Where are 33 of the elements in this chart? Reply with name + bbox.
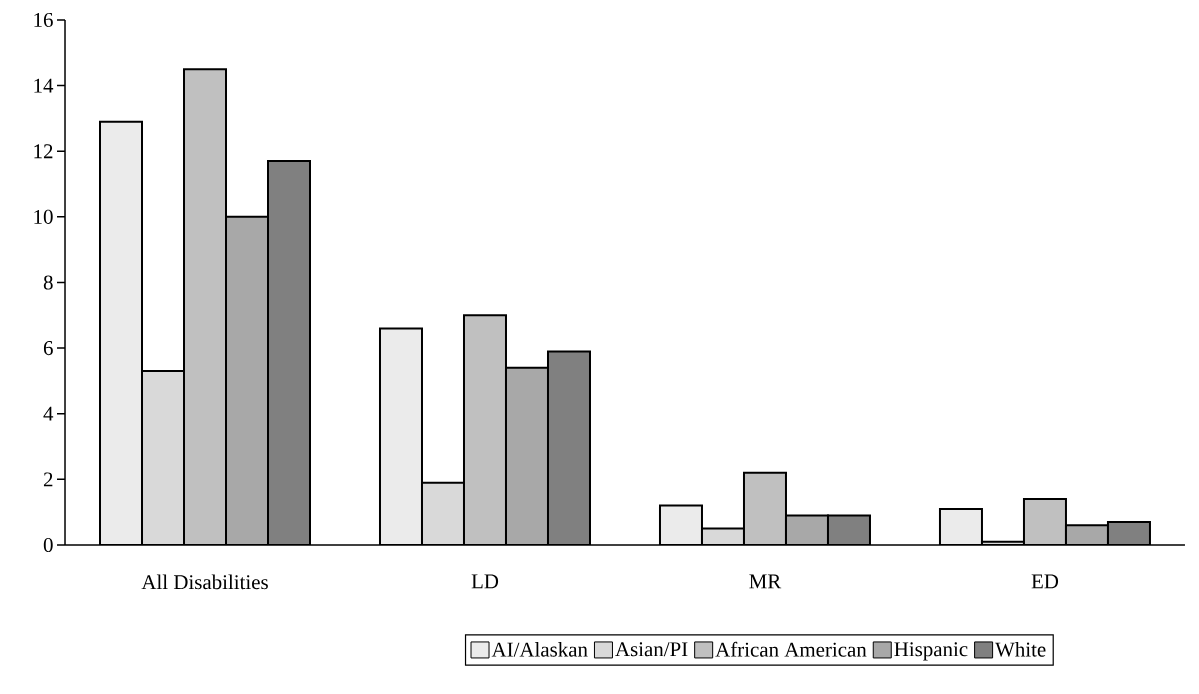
bar [141,370,185,545]
x-tick-label: LD [471,574,499,589]
y-tick-label: 12 [34,144,53,159]
x-tick-label: MR [749,574,782,589]
bar [742,471,787,545]
legend-label: White [995,641,1046,657]
y-tick-label: 10 [34,209,53,224]
bar [183,68,227,545]
bar [1022,498,1067,545]
bar [826,514,871,545]
legend-label: African American [715,641,867,657]
y-tick-label: 14 [34,78,54,93]
bar [420,481,465,545]
x-tick-label: ED [1031,574,1059,589]
x-tick-label: All Disabilities [141,574,268,590]
y-tick-label: 2 [43,472,53,487]
bar [938,507,983,545]
bar [225,215,269,545]
y-tick-label: 6 [43,341,53,356]
bar [546,350,591,545]
legend-label: Hispanic [894,642,968,661]
y-tick-label: 16 [34,12,53,28]
y-tick-label: 0 [43,537,53,553]
y-tick-label: 8 [43,275,53,290]
bar [462,314,507,545]
bar [267,160,311,545]
bar [99,120,143,545]
legend-label: AI/Alaskan [491,641,588,657]
bar [378,327,423,545]
bar [504,366,549,545]
y-tick-label: 4 [43,406,54,421]
bar [784,514,829,545]
legend-label: Asian/PI [615,642,688,657]
